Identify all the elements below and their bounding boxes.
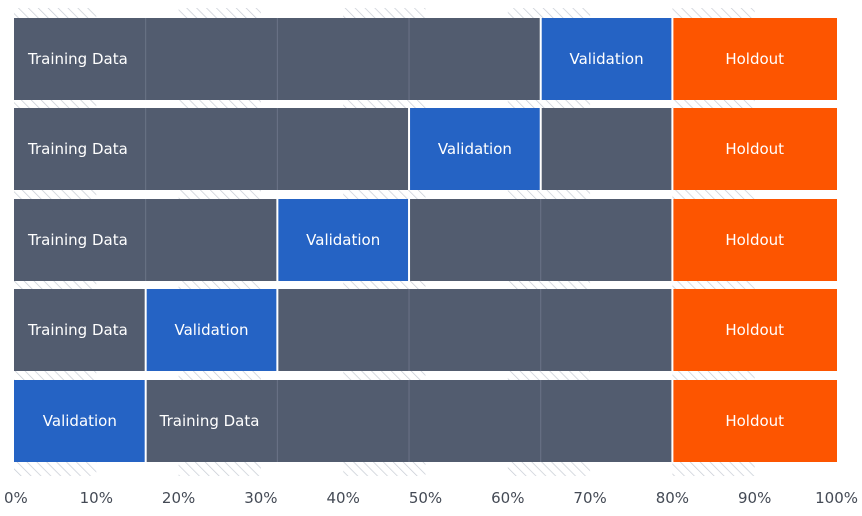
holdout-segment: Holdout (672, 108, 837, 190)
training-label: Training Data (27, 231, 128, 249)
tick-label: 90% (738, 489, 771, 507)
training-label: Training Data (27, 50, 128, 68)
holdout-label: Holdout (725, 231, 784, 249)
validation-segment: Validation (409, 108, 541, 190)
fold-row-3: Training Data Validation Holdout (14, 199, 837, 281)
training-block (14, 289, 146, 371)
fold-row-4: Training Data Validation Holdout (14, 289, 837, 371)
fold-row-5: Validation Training Data Holdout (14, 380, 837, 462)
training-segment: Training Data (14, 289, 146, 371)
tick-label: 0% (4, 489, 28, 507)
training-block (277, 289, 673, 371)
tick-label: 50% (409, 489, 442, 507)
training-label: Training Data (27, 321, 128, 339)
tick-label: 40% (327, 489, 360, 507)
holdout-label: Holdout (725, 412, 784, 430)
training-segment (540, 108, 673, 190)
holdout-block (672, 289, 837, 371)
holdout-block (672, 108, 837, 190)
holdout-label: Holdout (725, 50, 784, 68)
tick-label: 20% (162, 489, 195, 507)
validation-label: Validation (570, 50, 644, 68)
holdout-segment: Holdout (672, 380, 837, 462)
tick-label: 60% (491, 489, 524, 507)
validation-block (145, 289, 278, 371)
holdout-block (672, 18, 837, 100)
validation-block (409, 108, 541, 190)
validation-segment: Validation (277, 199, 410, 281)
holdout-label: Holdout (725, 140, 784, 158)
holdout-segment: Holdout (672, 289, 837, 371)
training-block (540, 108, 673, 190)
holdout-label: Holdout (725, 321, 784, 339)
training-segment: Training Data (14, 108, 410, 190)
fold-row-1: Training Data Validation Holdout (14, 18, 837, 100)
training-label: Training Data (159, 412, 260, 430)
tick-label: 30% (244, 489, 277, 507)
validation-label: Validation (174, 321, 248, 339)
x-axis: 0% 10% 20% 30% 40% 50% 60% 70% 80% 90% 100% (4, 489, 858, 507)
training-segment (277, 289, 673, 371)
training-label: Training Data (27, 140, 128, 158)
fold-row-2: Training Data Validation Holdout (14, 108, 837, 190)
validation-block (277, 199, 410, 281)
tick-label: 80% (656, 489, 689, 507)
tick-label: 100% (815, 489, 858, 507)
tick-label: 70% (573, 489, 606, 507)
validation-label: Validation (306, 231, 380, 249)
holdout-block (672, 199, 837, 281)
tick-label: 10% (80, 489, 113, 507)
validation-block (540, 18, 673, 100)
holdout-segment: Holdout (672, 18, 837, 100)
training-block (14, 108, 410, 190)
validation-segment: Validation (540, 18, 673, 100)
validation-label: Validation (438, 140, 512, 158)
validation-segment: Validation (14, 380, 146, 462)
holdout-block (672, 380, 837, 462)
validation-segment: Validation (145, 289, 278, 371)
validation-block (14, 380, 146, 462)
holdout-segment: Holdout (672, 199, 837, 281)
validation-label: Validation (43, 412, 117, 430)
